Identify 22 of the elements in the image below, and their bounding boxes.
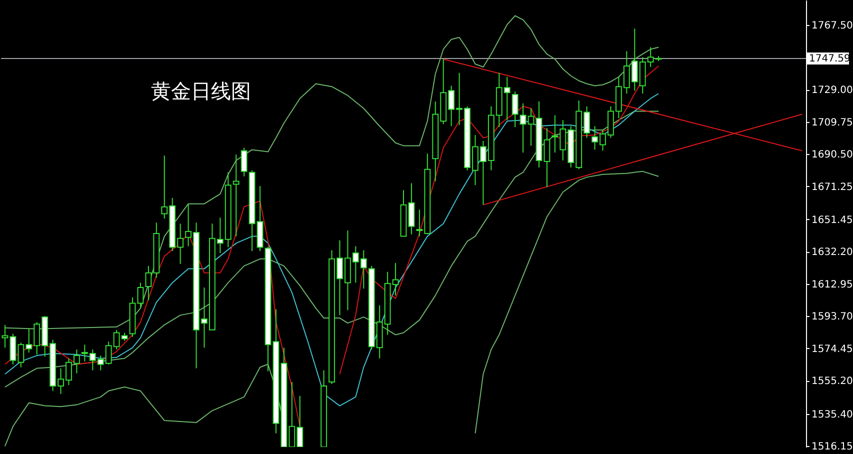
ref-line-label: 1747.59	[809, 53, 850, 64]
candlestick	[137, 282, 144, 308]
candlestick	[544, 127, 550, 188]
y-tick-label: 1574.45	[812, 344, 853, 355]
line-series	[474, 170, 660, 434]
y-tick-label: 1671.25	[812, 182, 853, 193]
candlestick	[512, 91, 518, 128]
y-tick-label: 1709.75	[812, 117, 853, 128]
y-tick-label: 1555.20	[812, 376, 853, 388]
y-tick-label: 1767.50	[812, 20, 853, 32]
candlestick	[240, 147, 248, 177]
y-tick-label: 1690.50	[812, 150, 853, 161]
y-tick-label: 1535.40	[812, 409, 853, 420]
y-tick-label: 1632.20	[812, 247, 853, 258]
y-tick-label: 1612.95	[812, 279, 853, 290]
y-tick-label: 1516.15	[812, 442, 853, 453]
y-tick-label: 1593.70	[812, 312, 853, 323]
candlestick	[232, 154, 240, 237]
y-tick-label: 1651.45	[812, 214, 853, 226]
y-tick-label: 1729.00	[812, 85, 853, 96]
candlestick	[408, 182, 415, 235]
text: 黄金日线图	[151, 79, 251, 103]
